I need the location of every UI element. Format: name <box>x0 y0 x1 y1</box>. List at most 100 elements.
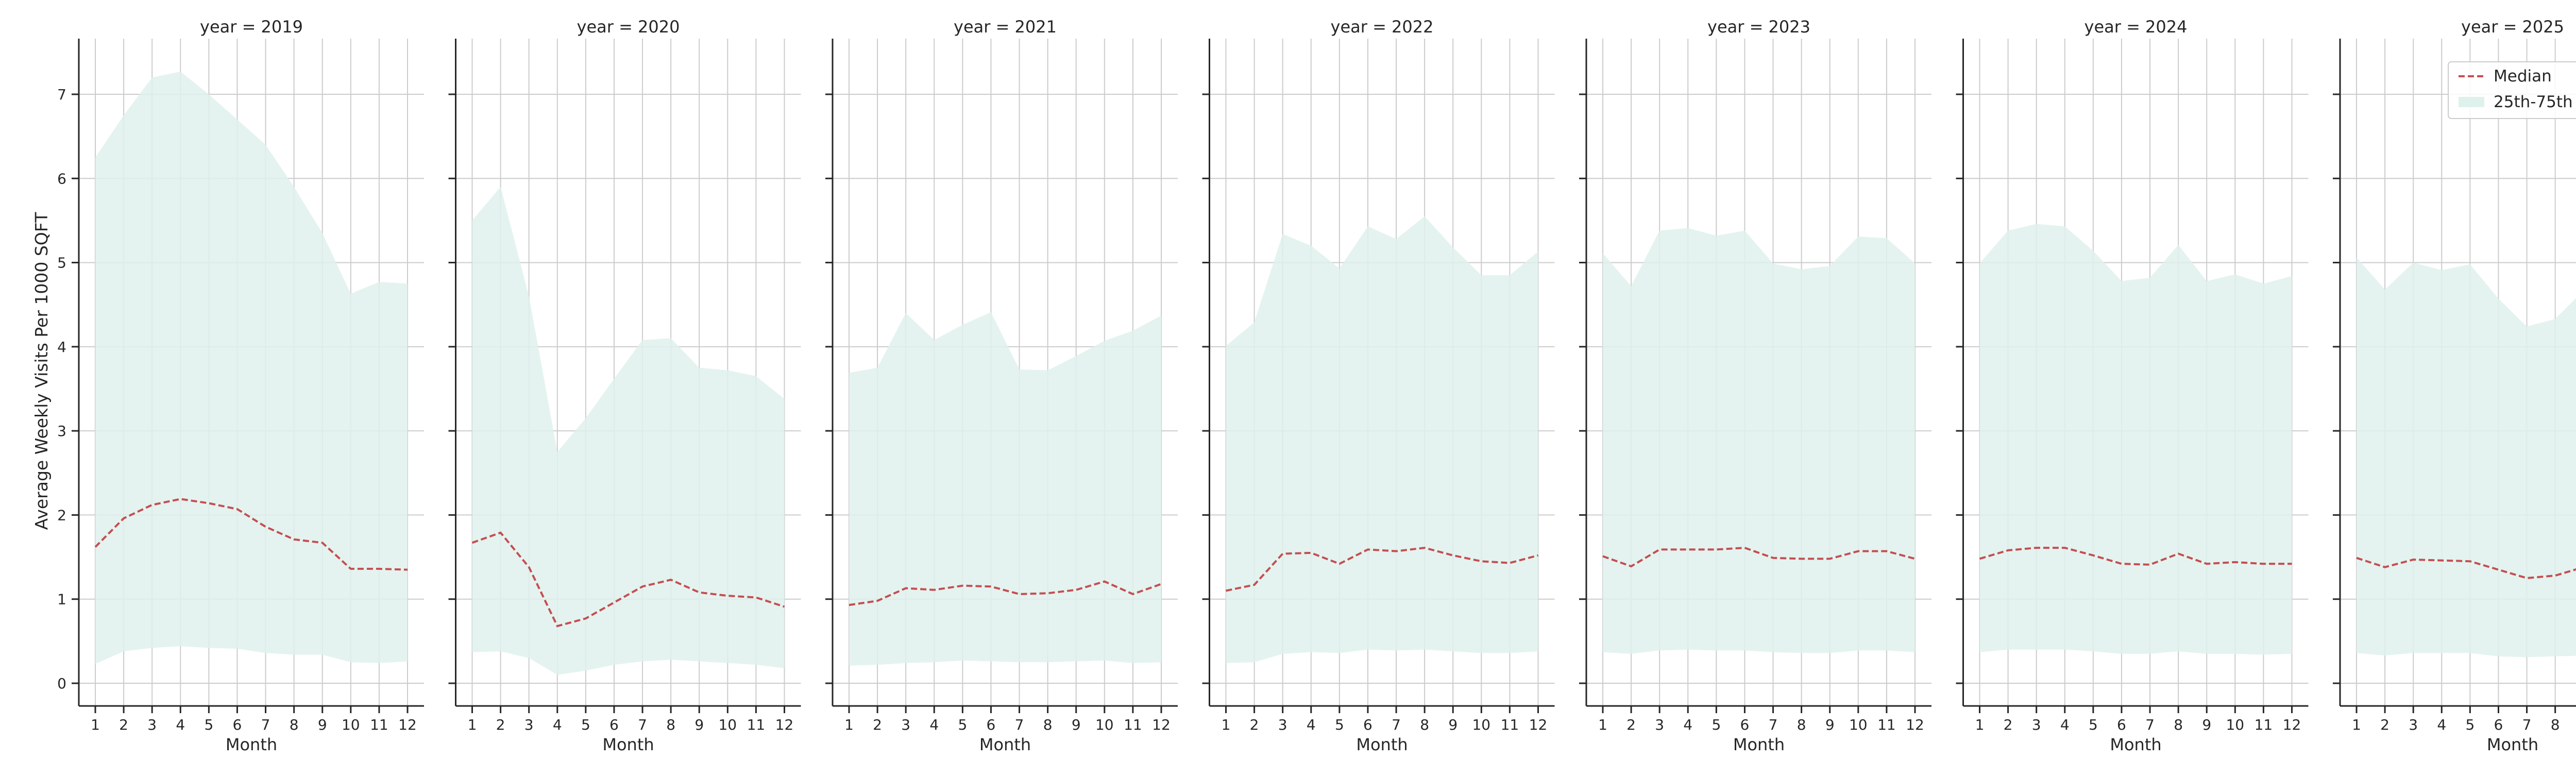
x-tick-label: 11 <box>370 716 388 733</box>
y-tick-label: 0 <box>57 675 66 692</box>
x-tick-label: 6 <box>233 716 242 733</box>
x-tick-label: 2 <box>1626 716 1636 733</box>
x-tick-label: 12 <box>1152 716 1171 733</box>
x-tick-label: 2 <box>2380 716 2389 733</box>
percentile-band <box>1226 216 1538 663</box>
x-tick-label: 10 <box>1095 716 1114 733</box>
x-tick-label: 5 <box>1711 716 1721 733</box>
x-tick-label: 4 <box>176 716 185 733</box>
x-tick-label: 9 <box>1072 716 1081 733</box>
x-tick-label: 8 <box>1420 716 1429 733</box>
y-tick-label: 6 <box>57 170 66 187</box>
x-tick-label: 5 <box>2465 716 2475 733</box>
x-tick-label: 9 <box>1448 716 1458 733</box>
x-tick-label: 3 <box>147 716 157 733</box>
percentile-band <box>472 187 785 675</box>
legend-band-label: 25th-75th Percentile <box>2494 93 2576 111</box>
x-tick-label: 4 <box>1683 716 1692 733</box>
y-tick-label: 3 <box>57 423 66 440</box>
x-tick-label: 5 <box>2089 716 2098 733</box>
y-tick-label: 4 <box>57 339 66 356</box>
x-tick-label: 5 <box>1335 716 1344 733</box>
x-tick-label: 3 <box>1655 716 1664 733</box>
x-tick-label: 10 <box>2226 716 2244 733</box>
x-axis-label: Month <box>602 735 654 754</box>
x-tick-label: 11 <box>1501 716 1519 733</box>
x-tick-label: 12 <box>398 716 417 733</box>
x-tick-label: 10 <box>718 716 737 733</box>
facet-title: year = 2025 <box>2461 17 2564 37</box>
x-tick-label: 11 <box>747 716 766 733</box>
facet-title: year = 2024 <box>2084 17 2188 37</box>
x-tick-label: 4 <box>2060 716 2070 733</box>
facet-title: year = 2022 <box>1331 17 1434 37</box>
percentile-band <box>2357 258 2576 658</box>
y-tick-label: 1 <box>57 591 66 608</box>
x-tick-label: 12 <box>1906 716 1924 733</box>
x-axis-label: Month <box>979 735 1031 754</box>
x-tick-label: 2 <box>2004 716 2013 733</box>
y-tick-label: 5 <box>57 255 66 272</box>
x-tick-label: 5 <box>204 716 213 733</box>
x-tick-label: 5 <box>581 716 590 733</box>
facet-title: year = 2020 <box>577 17 680 37</box>
x-axis-label: Month <box>2487 735 2538 754</box>
x-tick-label: 11 <box>1124 716 1142 733</box>
legend-band-swatch <box>2459 97 2484 107</box>
x-tick-label: 3 <box>901 716 910 733</box>
x-tick-label: 8 <box>290 716 299 733</box>
x-tick-label: 3 <box>2409 716 2418 733</box>
x-tick-label: 8 <box>1043 716 1053 733</box>
facet-title: year = 2019 <box>200 17 303 37</box>
x-tick-label: 2 <box>873 716 882 733</box>
x-tick-label: 8 <box>2174 716 2183 733</box>
x-tick-label: 1 <box>2352 716 2361 733</box>
x-tick-label: 6 <box>1363 716 1372 733</box>
percentile-band <box>1603 228 1915 654</box>
x-tick-label: 4 <box>553 716 562 733</box>
x-tick-label: 1 <box>91 716 100 733</box>
x-tick-label: 4 <box>2437 716 2446 733</box>
x-tick-label: 7 <box>2522 716 2532 733</box>
x-tick-label: 5 <box>958 716 967 733</box>
x-tick-label: 6 <box>609 716 619 733</box>
percentile-band <box>849 312 1161 666</box>
x-tick-label: 8 <box>2551 716 2560 733</box>
x-tick-label: 1 <box>468 716 477 733</box>
x-tick-label: 2 <box>1250 716 1259 733</box>
x-tick-label: 1 <box>844 716 854 733</box>
x-tick-label: 1 <box>1222 716 1231 733</box>
x-tick-label: 9 <box>694 716 704 733</box>
facet-title: year = 2023 <box>1707 17 1810 37</box>
y-tick-label: 2 <box>57 507 66 524</box>
x-tick-label: 6 <box>2117 716 2126 733</box>
x-tick-label: 2 <box>119 716 128 733</box>
x-tick-label: 3 <box>2032 716 2041 733</box>
x-tick-label: 2 <box>496 716 505 733</box>
facet-title: year = 2021 <box>954 17 1057 37</box>
percentile-band <box>1980 224 2292 654</box>
x-tick-label: 7 <box>638 716 647 733</box>
x-tick-label: 7 <box>1769 716 1778 733</box>
legend: Median 25th-75th Percentile <box>2448 62 2576 119</box>
x-tick-label: 9 <box>1825 716 1835 733</box>
x-tick-label: 7 <box>261 716 270 733</box>
x-tick-label: 9 <box>318 716 327 733</box>
x-tick-label: 11 <box>1877 716 1896 733</box>
x-tick-label: 9 <box>2202 716 2211 733</box>
y-axis-label: Average Weekly Visits Per 1000 SQFT <box>31 212 52 530</box>
x-tick-label: 7 <box>1015 716 1024 733</box>
x-tick-label: 12 <box>1529 716 1548 733</box>
x-tick-label: 8 <box>1797 716 1806 733</box>
x-tick-label: 7 <box>1392 716 1401 733</box>
x-axis-label: Month <box>1733 735 1785 754</box>
x-axis-label: Month <box>2110 735 2161 754</box>
legend-median-label: Median <box>2494 67 2552 86</box>
